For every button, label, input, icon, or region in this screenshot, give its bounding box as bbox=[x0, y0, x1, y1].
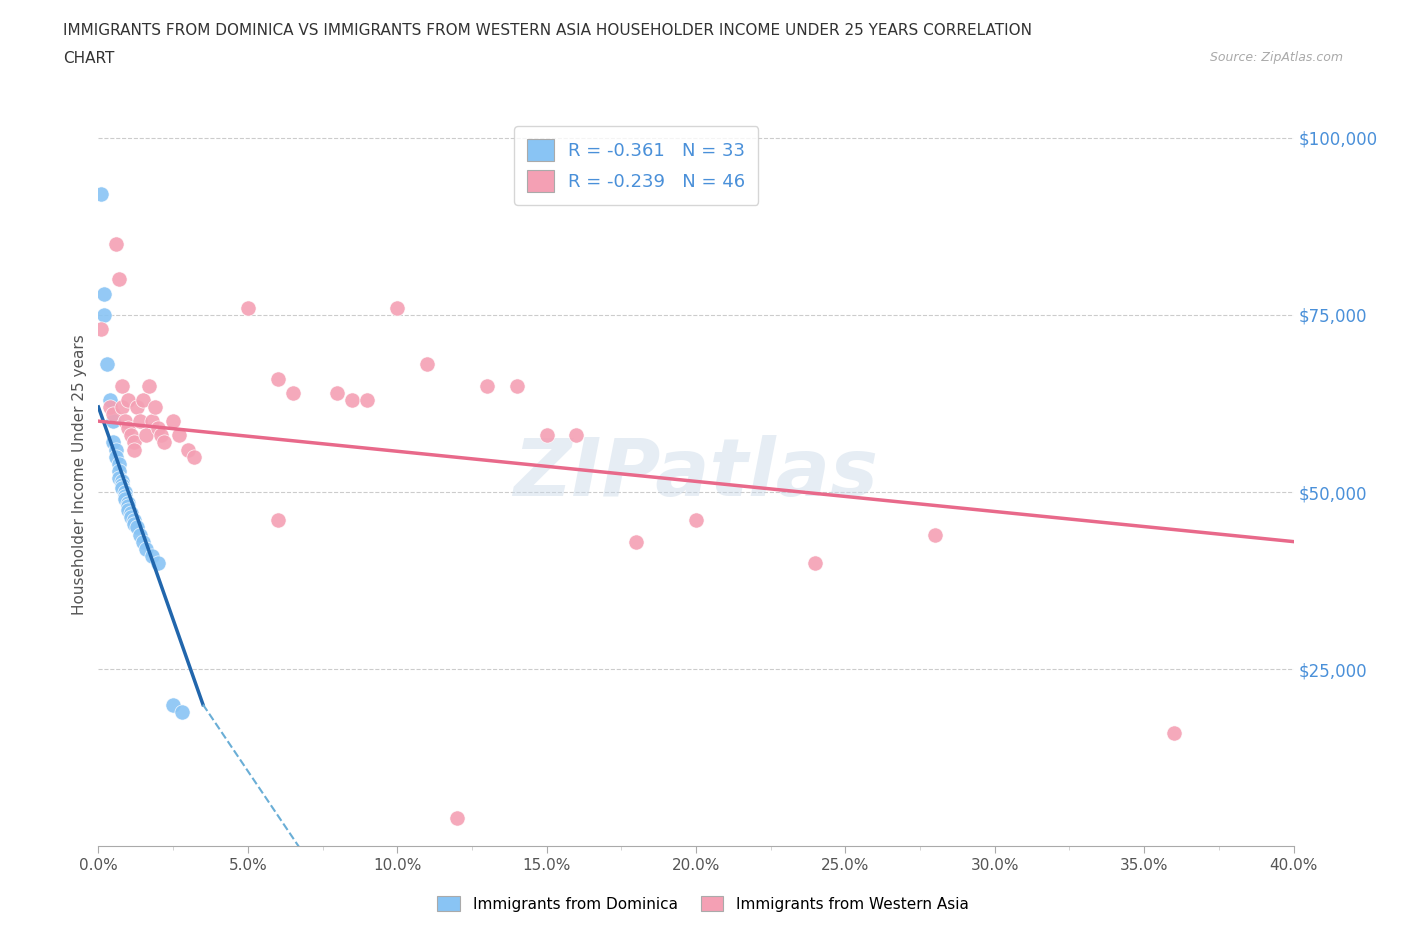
Text: Source: ZipAtlas.com: Source: ZipAtlas.com bbox=[1209, 51, 1343, 64]
Point bbox=[103, 435, 125, 450]
Point bbox=[267, 371, 290, 386]
Point bbox=[124, 513, 146, 528]
Point bbox=[98, 392, 122, 407]
Point bbox=[103, 414, 125, 429]
Text: CHART: CHART bbox=[63, 51, 115, 66]
Text: ZIPatlas: ZIPatlas bbox=[513, 435, 879, 513]
Point bbox=[416, 357, 439, 372]
Point bbox=[117, 498, 139, 513]
Point bbox=[132, 534, 155, 549]
Point bbox=[105, 442, 128, 457]
Point bbox=[138, 379, 160, 393]
Point bbox=[120, 428, 142, 443]
Point bbox=[111, 481, 134, 496]
Point bbox=[150, 428, 173, 443]
Point bbox=[117, 392, 139, 407]
Point bbox=[385, 300, 409, 315]
Point bbox=[804, 555, 827, 570]
Y-axis label: Householder Income Under 25 years: Householder Income Under 25 years bbox=[72, 334, 87, 615]
Point bbox=[326, 385, 349, 400]
Point bbox=[183, 449, 205, 464]
Point bbox=[281, 385, 304, 400]
Point bbox=[117, 495, 139, 510]
Point bbox=[135, 428, 157, 443]
Point bbox=[105, 236, 128, 251]
Point bbox=[108, 471, 131, 485]
Text: IMMIGRANTS FROM DOMINICA VS IMMIGRANTS FROM WESTERN ASIA HOUSEHOLDER INCOME UNDE: IMMIGRANTS FROM DOMINICA VS IMMIGRANTS F… bbox=[63, 23, 1032, 38]
Point bbox=[108, 272, 131, 286]
Point bbox=[129, 414, 152, 429]
Point bbox=[135, 541, 157, 556]
Point bbox=[475, 379, 498, 393]
Point bbox=[141, 549, 163, 564]
Point bbox=[124, 435, 146, 450]
Point bbox=[98, 400, 122, 415]
Point bbox=[111, 474, 134, 489]
Point bbox=[129, 527, 152, 542]
Point bbox=[141, 414, 163, 429]
Point bbox=[506, 379, 529, 393]
Point bbox=[565, 428, 588, 443]
Point bbox=[117, 420, 139, 435]
Legend: R = -0.361   N = 33, R = -0.239   N = 46: R = -0.361 N = 33, R = -0.239 N = 46 bbox=[515, 126, 758, 205]
Point bbox=[114, 485, 136, 499]
Point bbox=[536, 428, 558, 443]
Point bbox=[172, 704, 194, 719]
Point bbox=[108, 457, 131, 472]
Point bbox=[162, 698, 184, 712]
Point bbox=[153, 435, 176, 450]
Point bbox=[127, 520, 149, 535]
Point bbox=[114, 492, 136, 507]
Point bbox=[143, 400, 166, 415]
Point bbox=[90, 187, 112, 202]
Point bbox=[132, 392, 155, 407]
Point bbox=[111, 400, 134, 415]
Point bbox=[105, 449, 128, 464]
Legend: Immigrants from Dominica, Immigrants from Western Asia: Immigrants from Dominica, Immigrants fro… bbox=[432, 889, 974, 918]
Point bbox=[267, 513, 290, 528]
Point bbox=[148, 420, 170, 435]
Point bbox=[120, 510, 142, 525]
Point bbox=[446, 811, 468, 826]
Point bbox=[685, 513, 707, 528]
Point bbox=[626, 534, 648, 549]
Point bbox=[236, 300, 259, 315]
Point bbox=[103, 406, 125, 421]
Point bbox=[96, 357, 118, 372]
Point bbox=[356, 392, 378, 407]
Point bbox=[114, 414, 136, 429]
Point bbox=[924, 527, 946, 542]
Point bbox=[342, 392, 364, 407]
Point bbox=[1163, 725, 1185, 740]
Point bbox=[93, 308, 115, 323]
Point bbox=[127, 400, 149, 415]
Point bbox=[162, 414, 184, 429]
Point bbox=[148, 555, 170, 570]
Point bbox=[93, 286, 115, 301]
Point bbox=[120, 506, 142, 521]
Point bbox=[177, 442, 200, 457]
Point bbox=[124, 442, 146, 457]
Point bbox=[114, 488, 136, 503]
Point bbox=[108, 463, 131, 478]
Point bbox=[111, 477, 134, 492]
Point bbox=[90, 322, 112, 337]
Point bbox=[167, 428, 190, 443]
Point bbox=[117, 502, 139, 517]
Point bbox=[124, 516, 146, 531]
Point bbox=[111, 379, 134, 393]
